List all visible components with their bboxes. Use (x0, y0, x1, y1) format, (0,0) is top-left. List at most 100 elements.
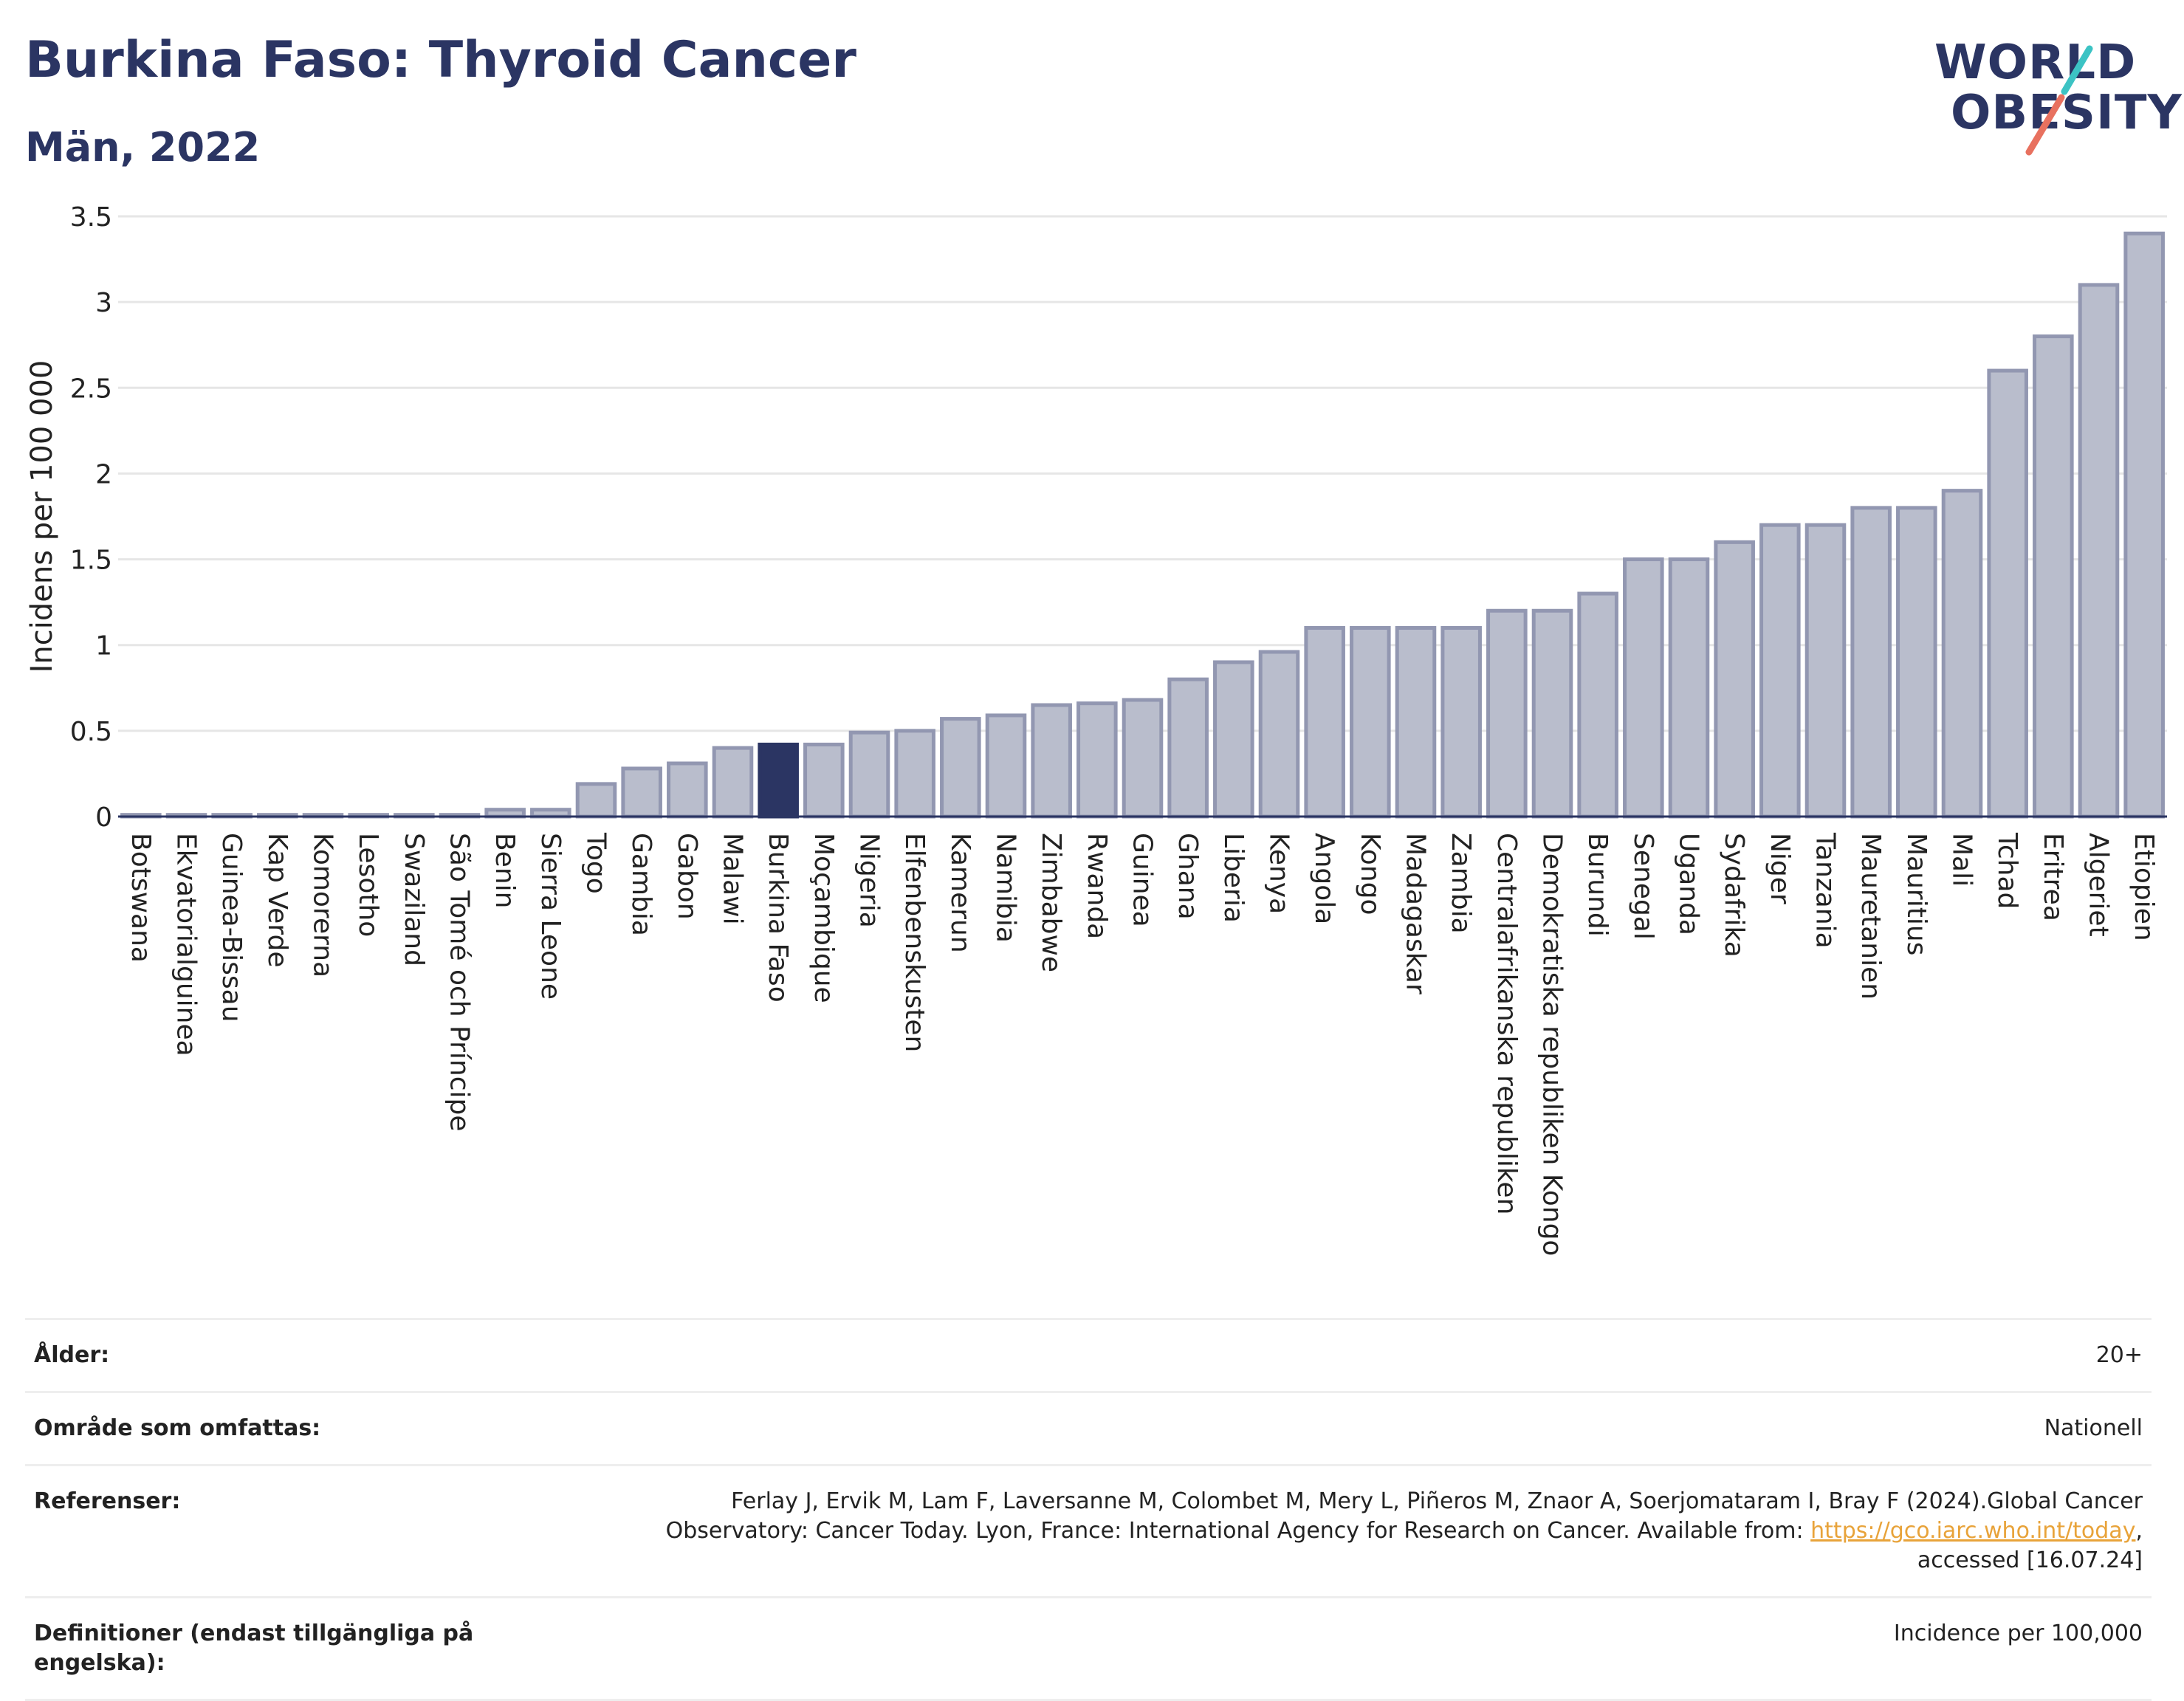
x-tick-label: Ekvatorialguinea (171, 833, 202, 1056)
info-row-age: Ålder: 20+ (25, 1318, 2152, 1391)
bar-zimbabwe[interactable] (1031, 703, 1072, 819)
chart-subtitle: Män, 2022 (25, 124, 261, 171)
bar-togo[interactable] (575, 782, 617, 819)
y-tick-label: 3.5 (70, 202, 112, 233)
x-tick-label: Kap Verde (262, 833, 292, 967)
x-tick-label: Sierra Leone (535, 833, 566, 1000)
x-tick-label: Mali (1947, 833, 1977, 887)
x-tick-label: Rwanda (1082, 833, 1112, 939)
reference-link[interactable]: https://gco.iarc.who.int/today (1810, 1518, 2136, 1544)
x-tick-label: Angola (1309, 833, 1339, 924)
bar-kongo[interactable] (1350, 625, 1391, 819)
bar-burundi[interactable] (1577, 591, 1618, 819)
bar-guinea[interactable] (1122, 698, 1164, 819)
y-tick-label: 0.5 (70, 717, 112, 747)
x-axis-labels: Botswana Ekvatorialguinea Guinea-Bissau Kap… (126, 832, 2159, 1256)
bar-kamerun[interactable] (940, 717, 981, 819)
info-row-area: Område som omfattas: Nationell (25, 1391, 2152, 1464)
reference-text: Ferlay J, Ervik M, Lam F, Laversanne M, … (665, 1488, 2143, 1544)
x-tick-label: Mauretanien (1855, 833, 1886, 1000)
info-table: Ålder: 20+ Område som omfattas: Nationel… (25, 1318, 2152, 1701)
x-tick-label: Liberia (1218, 833, 1249, 923)
reference-accessed: , accessed [16.07.24] (1917, 1518, 2143, 1573)
bar-niger[interactable] (1759, 523, 1801, 819)
bar-mo-ambique[interactable] (803, 742, 845, 819)
x-tick-label: Guinea (1127, 833, 1158, 927)
x-tick-label: Etiopien (2129, 833, 2159, 941)
x-tick-label: Zambia (1446, 833, 1476, 934)
info-row-references: Referenser: Ferlay J, Ervik M, Lam F, La… (25, 1464, 2152, 1596)
y-tick-label: 2 (95, 459, 112, 489)
y-tick-label: 0 (95, 803, 112, 833)
x-tick-label: Algeriet (2084, 833, 2114, 937)
bar-eritrea[interactable] (2033, 334, 2074, 819)
x-tick-label: Senegal (1628, 833, 1658, 940)
x-tick-label: Moçambique (808, 833, 839, 1003)
bar-sydafrika[interactable] (1714, 540, 1755, 819)
bar-tanzania[interactable] (1804, 523, 1847, 819)
y-tick-label: 3 (95, 288, 112, 318)
x-tick-label: Sydafrika (1719, 833, 1749, 958)
bar-gambia[interactable] (621, 766, 662, 819)
bar-uganda[interactable] (1668, 557, 1710, 819)
x-tick-label: Malawi (718, 833, 748, 925)
bar-nigeria[interactable] (848, 730, 890, 819)
bar-gabon[interactable] (667, 761, 708, 819)
bar-ghana[interactable] (1167, 677, 1209, 819)
x-tick-label: Kenya (1264, 833, 1294, 914)
bar-algeriet[interactable] (2078, 283, 2120, 819)
info-label: Ålder: (34, 1342, 110, 1368)
bar-demokratiska-republiken-kongo[interactable] (1531, 608, 1573, 819)
bar-rwanda[interactable] (1076, 701, 1118, 819)
x-tick-label: Guinea-Bissau (216, 833, 247, 1023)
bar-mauritius[interactable] (1896, 506, 1937, 819)
bar-mali[interactable] (1941, 489, 1983, 819)
x-tick-label: Uganda (1674, 833, 1704, 935)
bar-malawi[interactable] (712, 746, 754, 819)
world-obesity-logo: WORLD OBESITY (1920, 21, 2182, 161)
bar-elfenbenskusten[interactable] (894, 729, 935, 819)
x-tick-label: Tanzania (1810, 832, 1841, 949)
x-tick-label: São Tomé och Príncipe (444, 833, 475, 1132)
x-tick-label: Niger (1765, 833, 1795, 904)
bar-senegal[interactable] (1623, 557, 1664, 819)
info-value: Nationell (2044, 1415, 2143, 1441)
bar-tchad[interactable] (1987, 368, 2028, 819)
bar-centralafrikanska-republiken[interactable] (1486, 608, 1528, 819)
x-tick-label: Madagaskar (1401, 833, 1431, 994)
x-tick-label: Nigeria (854, 833, 885, 928)
x-tick-label: Namibia (991, 833, 1021, 943)
x-tick-label: Elfenbenskusten (899, 833, 930, 1052)
info-value: Incidence per 100,000 (1893, 1621, 2143, 1646)
x-tick-label: Burkina Faso (763, 833, 793, 1003)
bar-burkina-faso[interactable] (758, 742, 799, 819)
y-axis-label: Incidens per 100 000 (25, 360, 59, 673)
bar-etiopien[interactable] (2123, 231, 2165, 819)
info-row-definitions: Definitioner (endast tillgängliga på eng… (25, 1596, 2152, 1701)
x-tick-label: Botswana (126, 833, 156, 963)
bar-kenya[interactable] (1258, 650, 1300, 819)
bar-madagaskar[interactable] (1395, 625, 1437, 819)
x-tick-label: Gabon (672, 833, 702, 920)
bar-chart: 0 0.5 1 1.5 2 2.5 3 3.5 Botswana Ekvatorialguine… (25, 202, 2167, 1256)
x-tick-label: Kamerun (945, 833, 975, 953)
x-tick-label: Centralafrikanska republiken (1491, 833, 1522, 1214)
x-tick-label: Eritrea (2038, 833, 2068, 921)
x-tick-label: Kongo (1355, 833, 1385, 915)
bar-zambia[interactable] (1440, 625, 1482, 819)
x-tick-label: Lesotho (353, 833, 383, 937)
x-tick-label: Benin (490, 833, 520, 908)
y-tick-label: 1 (95, 631, 112, 662)
info-value: Ferlay J, Ervik M, Lam F, Laversanne M, … (583, 1466, 2152, 1596)
bar-liberia[interactable] (1213, 660, 1254, 819)
y-tick-label: 2.5 (70, 374, 112, 404)
x-tick-label: Mauritius (1901, 833, 1931, 955)
logo-slash-icon (2025, 45, 2093, 156)
bar-mauretanien[interactable] (1850, 506, 1892, 819)
bar-angola[interactable] (1304, 625, 1345, 819)
x-tick-label: Swaziland (399, 833, 429, 966)
bars (120, 231, 2165, 819)
bar-namibia[interactable] (985, 713, 1027, 819)
x-tick-label: Tchad (1992, 832, 2022, 909)
info-value: 20+ (2095, 1342, 2143, 1368)
